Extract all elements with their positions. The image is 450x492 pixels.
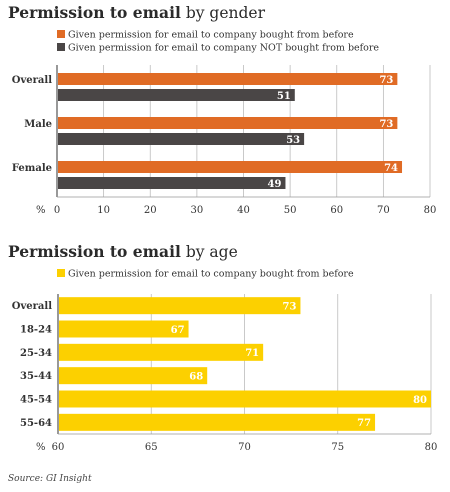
x-tick-label: 70 <box>238 442 251 453</box>
data-label: 73 <box>379 75 393 86</box>
age-chart: Given permission for email to company bo… <box>12 269 438 454</box>
bar <box>58 73 398 85</box>
legend-swatch <box>57 43 65 51</box>
bar <box>59 367 208 385</box>
age-chart-title-rest: by age <box>180 243 238 261</box>
bar <box>58 161 403 173</box>
age-chart-title-bold: Permission to email <box>8 242 181 261</box>
category-label: 55-64 <box>20 418 52 429</box>
bar <box>59 390 431 408</box>
data-label: 73 <box>283 301 297 312</box>
x-tick-label: 10 <box>97 205 110 216</box>
x-tick-label: 30 <box>191 205 204 216</box>
legend-label: Given permission for email to company NO… <box>68 43 379 54</box>
data-label: 74 <box>384 163 398 174</box>
x-tick-label: 40 <box>237 205 250 216</box>
axis-unit-label: % <box>36 442 46 453</box>
bar <box>59 320 189 338</box>
x-tick-label: 65 <box>145 442 158 453</box>
bar <box>59 343 264 361</box>
gender-chart-title-bold: Permission to email <box>8 3 181 22</box>
data-label: 80 <box>413 395 427 406</box>
category-label: 25-34 <box>20 348 52 359</box>
data-label: 77 <box>357 418 371 429</box>
x-tick-label: 75 <box>331 442 344 453</box>
bar <box>58 177 286 189</box>
legend-label: Given permission for email to company bo… <box>68 30 354 41</box>
legend-label: Given permission for email to company bo… <box>68 269 354 280</box>
bar <box>59 297 301 315</box>
data-label: 71 <box>245 348 259 359</box>
x-tick-label: 70 <box>377 205 390 216</box>
legend-swatch <box>57 269 65 277</box>
data-label: 73 <box>379 119 393 130</box>
x-tick-label: 60 <box>52 442 65 453</box>
bar <box>58 117 398 129</box>
gender-chart-title-rest: by gender <box>180 4 266 22</box>
legend-swatch <box>57 30 65 38</box>
category-label: 45-54 <box>20 395 52 406</box>
data-label: 53 <box>286 135 300 146</box>
x-tick-label: 80 <box>424 205 437 216</box>
source-note: Source: GI Insight <box>8 474 92 484</box>
bar <box>59 413 376 431</box>
category-label: 18-24 <box>20 325 52 336</box>
x-tick-label: 60 <box>330 205 343 216</box>
age-chart-title: Permission to email by age <box>8 242 238 261</box>
data-label: 51 <box>277 91 291 102</box>
data-label: 49 <box>268 179 282 190</box>
category-label: Male <box>24 119 52 130</box>
category-label: Overall <box>12 75 52 86</box>
gender-chart-title: Permission to email by gender <box>8 3 265 22</box>
bar <box>58 89 295 101</box>
x-tick-label: 0 <box>54 205 60 216</box>
x-tick-label: 50 <box>284 205 297 216</box>
category-label: Overall <box>12 301 52 312</box>
x-tick-label: 20 <box>144 205 157 216</box>
x-tick-label: 80 <box>425 442 438 453</box>
data-label: 68 <box>189 371 203 382</box>
bar <box>58 133 305 145</box>
category-label: 35-44 <box>20 371 52 382</box>
axis-unit-label: % <box>36 205 46 216</box>
gender-chart: Given permission for email to company bo… <box>12 30 437 217</box>
data-label: 67 <box>171 325 185 336</box>
category-label: Female <box>12 163 52 174</box>
